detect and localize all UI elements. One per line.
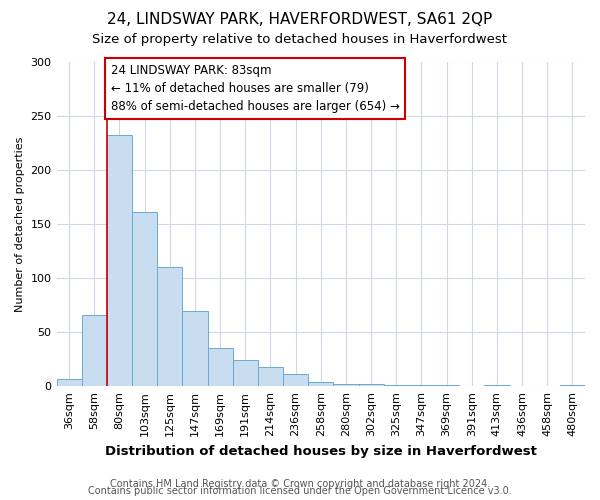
Y-axis label: Number of detached properties: Number of detached properties xyxy=(15,136,25,312)
Bar xyxy=(359,384,383,386)
Bar xyxy=(157,267,182,386)
Bar xyxy=(208,348,233,387)
Bar xyxy=(182,310,208,386)
Bar xyxy=(233,360,258,386)
Bar xyxy=(283,374,308,386)
Bar xyxy=(132,212,157,386)
Bar xyxy=(434,385,459,386)
Text: 24 LINDSWAY PARK: 83sqm
← 11% of detached houses are smaller (79)
88% of semi-de: 24 LINDSWAY PARK: 83sqm ← 11% of detache… xyxy=(110,64,400,112)
Bar xyxy=(308,382,334,386)
Bar xyxy=(107,135,132,386)
Bar xyxy=(484,385,509,386)
Text: 24, LINDSWAY PARK, HAVERFORDWEST, SA61 2QP: 24, LINDSWAY PARK, HAVERFORDWEST, SA61 2… xyxy=(107,12,493,28)
Bar xyxy=(383,385,409,386)
Bar xyxy=(409,385,434,386)
Text: Size of property relative to detached houses in Haverfordwest: Size of property relative to detached ho… xyxy=(92,32,508,46)
X-axis label: Distribution of detached houses by size in Haverfordwest: Distribution of detached houses by size … xyxy=(105,444,537,458)
Bar xyxy=(82,315,107,386)
Bar xyxy=(56,378,82,386)
Text: Contains public sector information licensed under the Open Government Licence v3: Contains public sector information licen… xyxy=(88,486,512,496)
Bar xyxy=(258,367,283,386)
Bar xyxy=(560,385,585,386)
Bar xyxy=(334,384,359,386)
Text: Contains HM Land Registry data © Crown copyright and database right 2024.: Contains HM Land Registry data © Crown c… xyxy=(110,479,490,489)
